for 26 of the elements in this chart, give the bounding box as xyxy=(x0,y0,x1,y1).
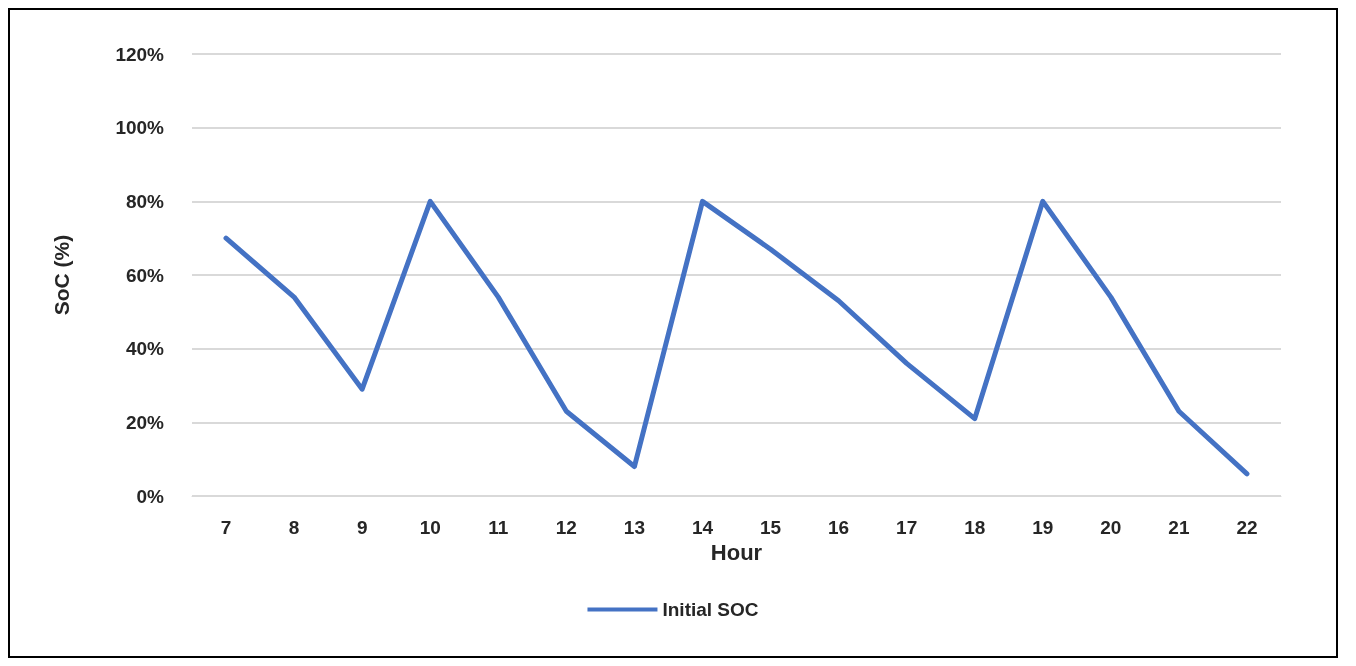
y-tick-label: 120% xyxy=(115,43,165,65)
y-tick-label: 80% xyxy=(125,190,165,212)
x-tick-label: 19 xyxy=(1032,517,1054,538)
y-axis-title: SoC (%) xyxy=(50,234,73,316)
x-tick-label: 17 xyxy=(896,517,918,538)
x-tick-label: 14 xyxy=(691,517,714,538)
x-tick-label: 15 xyxy=(759,517,782,538)
x-tick-label: 10 xyxy=(419,517,441,538)
x-axis-title: Hour xyxy=(710,540,763,566)
y-tick-label: 60% xyxy=(125,264,165,286)
x-tick-label: 22 xyxy=(1236,517,1258,538)
x-tick-label: 12 xyxy=(555,517,577,538)
x-tick-label: 8 xyxy=(288,517,300,538)
x-tick-label: 16 xyxy=(828,517,850,538)
legend-label: Initial SOC xyxy=(662,599,759,620)
x-tick-label: 7 xyxy=(220,517,232,538)
y-tick-label: 100% xyxy=(115,117,165,139)
x-tick-label: 11 xyxy=(488,517,509,538)
y-tick-label: 20% xyxy=(125,411,165,433)
x-tick-label: 20 xyxy=(1100,517,1122,538)
x-tick-label: 13 xyxy=(623,517,645,538)
y-tick-label: 40% xyxy=(125,338,165,360)
x-tick-label: 21 xyxy=(1168,517,1190,538)
x-tick-label: 18 xyxy=(964,517,986,538)
y-tick-label: 0% xyxy=(136,485,165,507)
x-tick-label: 9 xyxy=(356,517,368,538)
